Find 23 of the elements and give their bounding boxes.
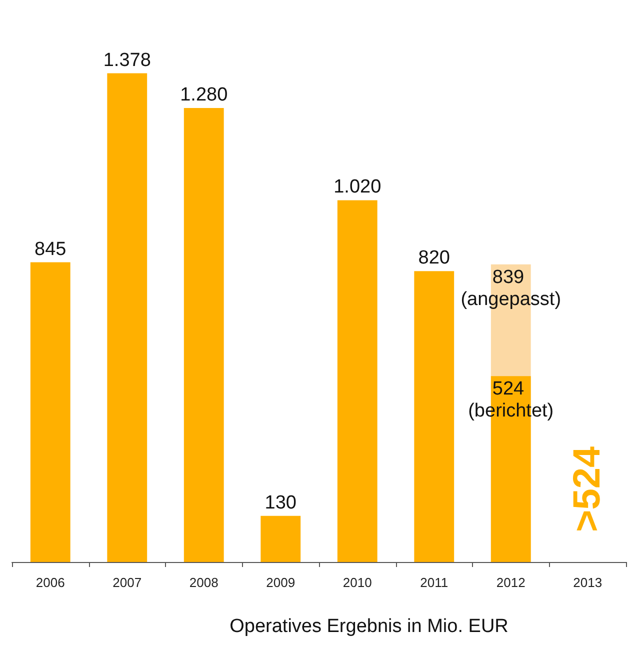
bar (107, 73, 148, 562)
x-tick-label: 2007 (112, 575, 142, 590)
data-label: 1.020 (334, 176, 382, 198)
annotation: >524 (566, 446, 609, 532)
bar (30, 262, 70, 562)
x-tick-label: 2006 (36, 575, 65, 590)
bar (260, 516, 301, 562)
x-tick-label: 2011 (420, 575, 448, 590)
data-label: 845 (34, 238, 66, 260)
x-tick-label: 2010 (342, 575, 372, 590)
data-label: 1.280 (180, 84, 228, 106)
x-axis-title: Operatives Ergebnis in Mio. EUR (230, 616, 508, 637)
data-label: 130 (264, 492, 296, 514)
x-tick-label: 2008 (189, 575, 218, 590)
bar (414, 271, 454, 562)
bar (184, 108, 224, 562)
x-tick-label: 2013 (573, 575, 602, 590)
bar (337, 200, 378, 562)
data-label: 820 (418, 248, 450, 269)
data-label: 1.378 (103, 50, 151, 71)
x-tick-label: 2009 (266, 575, 296, 590)
x-tick-label: 2012 (496, 575, 526, 590)
data-label: 839 (angepasst) (460, 266, 562, 310)
